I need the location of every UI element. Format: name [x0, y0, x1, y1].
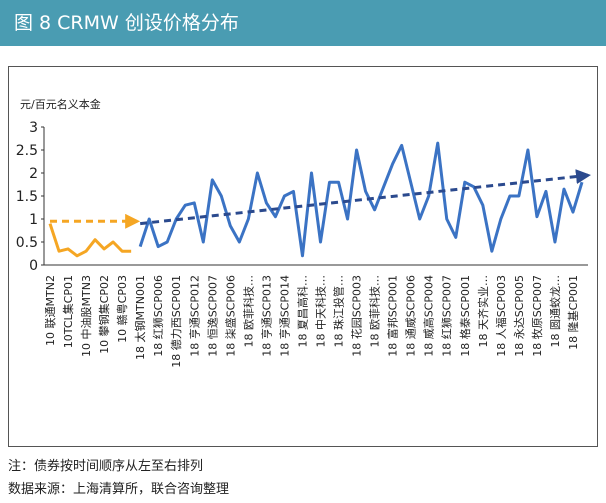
trend-arrow [140, 169, 591, 226]
x-tick-label: 10 联通MTN2 [44, 275, 57, 346]
x-tick-label: 18 通威SCP006 [405, 275, 418, 357]
x-tick-label: 18 珠江投管… [332, 275, 346, 348]
chart-frame [8, 66, 598, 447]
x-tick-label: 18 格泰SCP001 [458, 275, 472, 357]
x-tick-label: 18 花园SCP003 [351, 275, 364, 357]
y-tick-label: 3 [29, 120, 38, 136]
x-tick-label: 18 柒盛SCP006 [223, 275, 237, 357]
x-tick-label: 18 人福SCP003 [494, 275, 508, 357]
x-tick-label: 18 恒逸SCP007 [206, 275, 219, 357]
note: 注：债券按时间顺序从左至右排列 [8, 458, 203, 474]
y-tick-label: 2 [29, 166, 38, 182]
x-tick-label: 18 永达SCP005 [512, 275, 526, 357]
x-tick-label: 18 夏昌高科… [295, 275, 309, 348]
x-tick-label: 10 赣粤CP03 [115, 275, 129, 343]
x-tick-label: 18 亨通SCP013 [259, 275, 273, 357]
x-tick-label: 18 威高SCP004 [422, 275, 436, 357]
y-tick-label: 0 [29, 258, 38, 274]
x-tick-label: 18 亨通SCP014 [277, 275, 291, 357]
series-line [138, 141, 584, 258]
x-tick-label: 18 太钢MTN001 [134, 275, 147, 360]
y-tick-label: 1.5 [16, 189, 38, 205]
x-tick-label: 18 隆基CP001 [566, 275, 580, 350]
x-tick-label: 18 红狮SCP006 [152, 275, 165, 357]
header-title: 图 8 CRMW 创设价格分布 [14, 12, 239, 34]
note: 数据来源：上海清算所，联合咨询整理 [8, 482, 229, 497]
x-tick-label: 18 牧原SCP007 [530, 275, 544, 357]
x-tick-label: 18 亨通SCP012 [187, 275, 201, 357]
x-tick-label: 18 红狮SCP007 [441, 275, 454, 357]
x-tick-label: 18 天齐实业… [476, 275, 490, 348]
y-tick-label: 2.5 [16, 143, 38, 159]
x-tick-label: 18 欧菲科技… [241, 275, 255, 348]
y-tick-label: 1 [29, 212, 38, 228]
y-axis-label: 元/百元名义本金 [20, 97, 101, 111]
x-tick-label: 18 德力西SCP001 [169, 275, 183, 368]
x-tick-label: 18 中天科技… [314, 275, 328, 348]
x-tick-label: 18 富邦SCP001 [386, 275, 400, 357]
header-bar [0, 0, 606, 46]
x-tick-label: 10TCL集CP01 [61, 275, 75, 348]
x-tick-label: 18 欧菲科技… [368, 275, 382, 348]
x-tick-label: 10 中油股MTN3 [79, 275, 93, 357]
x-tick-label: 18 圆通蛟龙… [548, 275, 562, 348]
y-tick-label: 0.5 [16, 235, 38, 251]
series-line [48, 223, 132, 258]
x-tick-label: 10 攀钢集CP02 [97, 275, 111, 354]
